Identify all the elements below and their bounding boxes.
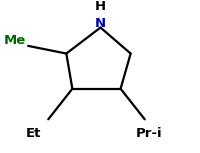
Text: Et: Et xyxy=(25,127,41,140)
Text: H: H xyxy=(94,0,106,13)
Text: N: N xyxy=(94,17,106,30)
Text: Pr-i: Pr-i xyxy=(135,127,161,140)
Text: Me: Me xyxy=(4,34,26,47)
